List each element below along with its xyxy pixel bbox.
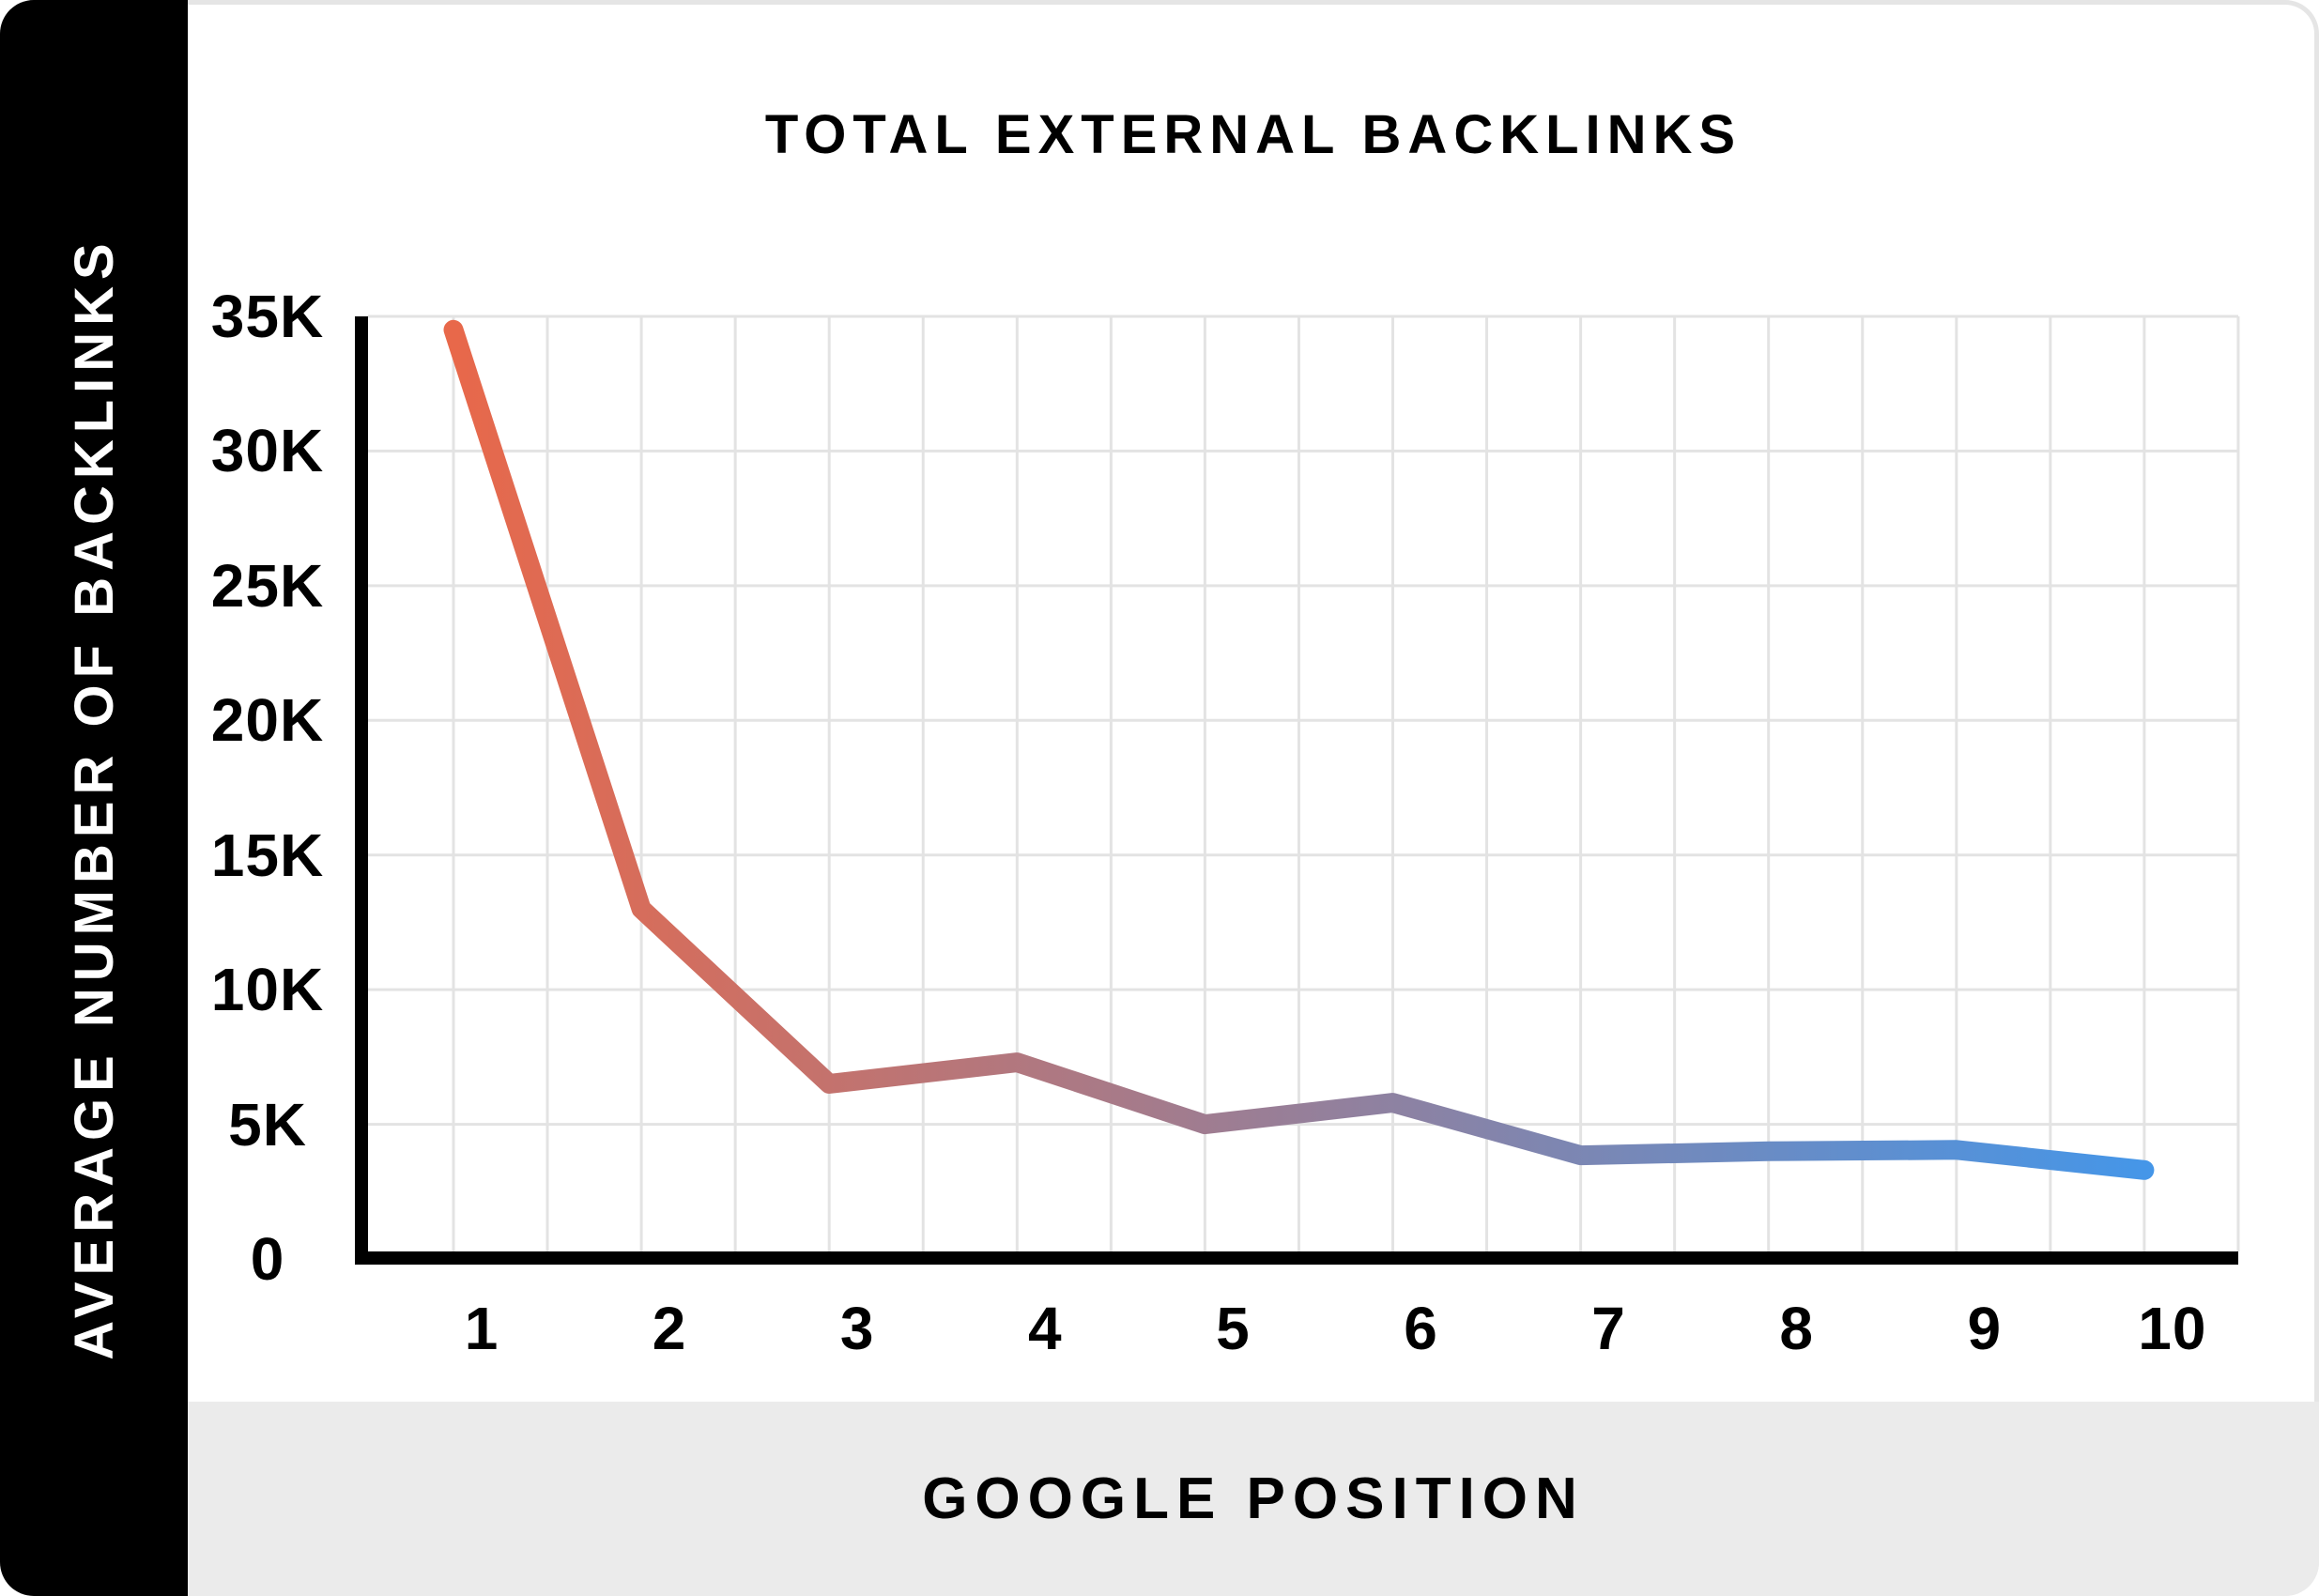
x-tick-label: 1	[464, 1295, 499, 1362]
x-tick-label: 10	[2138, 1295, 2207, 1362]
y-tick-label: 20K	[210, 686, 325, 755]
x-tick-label: 3	[839, 1295, 875, 1362]
y-axis-title-bar: AVERAGE NUMBER OF BACKLINKS	[0, 0, 188, 1596]
x-tick-label: 7	[1591, 1295, 1626, 1362]
chart-title: TOTAL EXTERNAL BACKLINKS	[764, 104, 1743, 165]
y-tick-label: 30K	[210, 417, 325, 485]
data-line	[443, 319, 2155, 1180]
y-tick-label: 15K	[210, 821, 325, 889]
y-axis-title: AVERAGE NUMBER OF BACKLINKS	[63, 236, 125, 1360]
y-tick-label: 10K	[210, 956, 325, 1024]
y-tick-label: 0	[250, 1225, 285, 1293]
y-tick-label: 35K	[210, 283, 325, 350]
gridlines	[368, 315, 2240, 1251]
x-tick-label: 8	[1779, 1295, 1814, 1362]
x-tick-label: 4	[1028, 1295, 1063, 1362]
x-axis-title-band: GOOGLE POSITION	[188, 1402, 2319, 1596]
y-axis-line	[355, 316, 368, 1265]
y-tick-label: 5K	[228, 1090, 307, 1159]
x-tick-label: 6	[1404, 1295, 1438, 1362]
x-tick-label: 5	[1216, 1295, 1251, 1362]
x-axis-title: GOOGLE POSITION	[922, 1466, 1585, 1531]
axes	[355, 316, 2238, 1265]
y-tick-label: 25K	[210, 551, 325, 620]
x-tick-label: 9	[1967, 1295, 2003, 1362]
x-axis-line	[355, 1251, 2238, 1265]
data-series	[443, 319, 2155, 1180]
x-tick-label: 2	[652, 1295, 687, 1362]
